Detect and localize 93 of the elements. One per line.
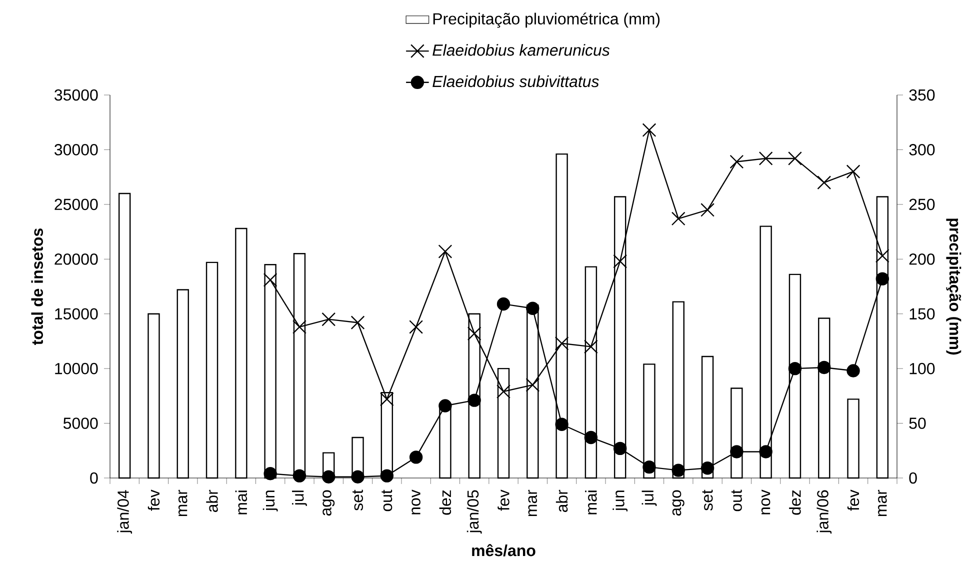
- y-tick-label: 5000: [63, 418, 98, 429]
- x-tick-label: nov: [761, 490, 770, 514]
- y2-axis-title: precipitação (mm): [946, 218, 962, 355]
- point: [672, 464, 685, 477]
- legend-label: Precipitação pluviométrica (mm): [433, 12, 660, 28]
- y2-tick-label: 100: [910, 362, 935, 374]
- point: [613, 442, 627, 456]
- point: [526, 302, 540, 315]
- y-tick-label: 10000: [55, 362, 98, 374]
- x-tick-label: fev: [148, 490, 160, 511]
- point: [264, 467, 277, 480]
- point: [496, 384, 510, 399]
- x-tick-label: mai: [585, 490, 597, 514]
- x-tick-label: jun: [262, 490, 278, 512]
- x-tick-label: jan/06: [816, 490, 832, 534]
- x-tick-label: set: [702, 490, 713, 510]
- point: [758, 151, 773, 166]
- y-tick-label: 20000: [54, 253, 98, 265]
- point: [700, 202, 714, 217]
- x-tick-label: dez: [439, 490, 452, 515]
- point: [642, 460, 656, 474]
- x-tick-label: ago: [672, 490, 684, 516]
- point: [468, 394, 481, 407]
- y2-tick-label: 350: [909, 89, 935, 101]
- point: [613, 254, 628, 268]
- y2-tick-label: 300: [909, 144, 935, 156]
- x-tick-label: dez: [789, 490, 801, 515]
- y2-tick-label: 150: [910, 308, 935, 320]
- point: [846, 164, 860, 179]
- x-tick-label: mar: [528, 490, 538, 516]
- x-tick-label: fev: [847, 490, 860, 511]
- point: [350, 316, 365, 330]
- x-tick-label: ago: [322, 490, 335, 516]
- x-tick-label: fev: [498, 490, 510, 511]
- point: [322, 312, 336, 326]
- y-axis-title: total de insetos: [31, 228, 43, 345]
- point: [380, 469, 394, 482]
- y-tick-label: 25000: [54, 198, 98, 210]
- point: [409, 450, 423, 464]
- point: [788, 362, 802, 376]
- point: [322, 470, 336, 484]
- point: [788, 151, 802, 166]
- y-tick-label: 0: [90, 472, 98, 484]
- x-tick-label: out: [731, 490, 742, 512]
- point: [759, 445, 772, 458]
- point: [876, 272, 890, 286]
- x-tick-label: jun: [612, 490, 628, 512]
- point: [467, 326, 482, 341]
- point: [438, 399, 452, 412]
- x-tick-label: out: [382, 490, 392, 512]
- y2-tick-label: 200: [909, 253, 935, 265]
- x-tick-label: set: [352, 490, 363, 510]
- legend-label: Elaeidobius kamerunicus: [432, 44, 610, 56]
- x-tick-label: jul: [292, 490, 307, 506]
- point: [846, 364, 860, 378]
- point: [263, 272, 278, 287]
- point: [409, 320, 424, 334]
- point: [292, 320, 306, 334]
- x-axis-title: mês/ano: [472, 544, 536, 556]
- x-tick-label: abr: [556, 490, 568, 512]
- point: [351, 470, 364, 484]
- point: [818, 360, 831, 374]
- y2-tick-label: 0: [909, 472, 917, 484]
- x-tick-label: jan/04: [117, 490, 132, 534]
- x-tick-label: mar: [178, 490, 188, 516]
- y-tick-label: 30000: [54, 144, 98, 156]
- point: [700, 462, 714, 475]
- point: [438, 244, 452, 258]
- y2-tick-label: 250: [909, 198, 935, 210]
- y2-tick-label: 50: [909, 418, 926, 429]
- point: [584, 340, 598, 354]
- point: [642, 123, 656, 137]
- point: [496, 297, 510, 311]
- point: [526, 378, 540, 392]
- x-tick-label: mar: [878, 490, 887, 516]
- point: [380, 392, 394, 406]
- x-tick-label: mai: [235, 490, 248, 514]
- x-tick-label: abr: [206, 490, 218, 512]
- point: [730, 154, 744, 169]
- point: [671, 212, 686, 226]
- point: [584, 430, 598, 444]
- y-tick-label: 35000: [54, 89, 98, 101]
- point: [817, 176, 832, 190]
- x-tick-label: jan/05: [466, 490, 482, 534]
- point: [875, 248, 890, 263]
- x-tick-label: nov: [412, 490, 420, 514]
- x-tick-label: jul: [642, 490, 657, 506]
- point: [292, 469, 306, 482]
- point: [554, 336, 569, 350]
- point: [555, 418, 568, 431]
- legend-label: Elaeidobius subivittatus: [432, 75, 599, 88]
- y-tick-label: 15000: [55, 308, 98, 320]
- point: [730, 445, 744, 458]
